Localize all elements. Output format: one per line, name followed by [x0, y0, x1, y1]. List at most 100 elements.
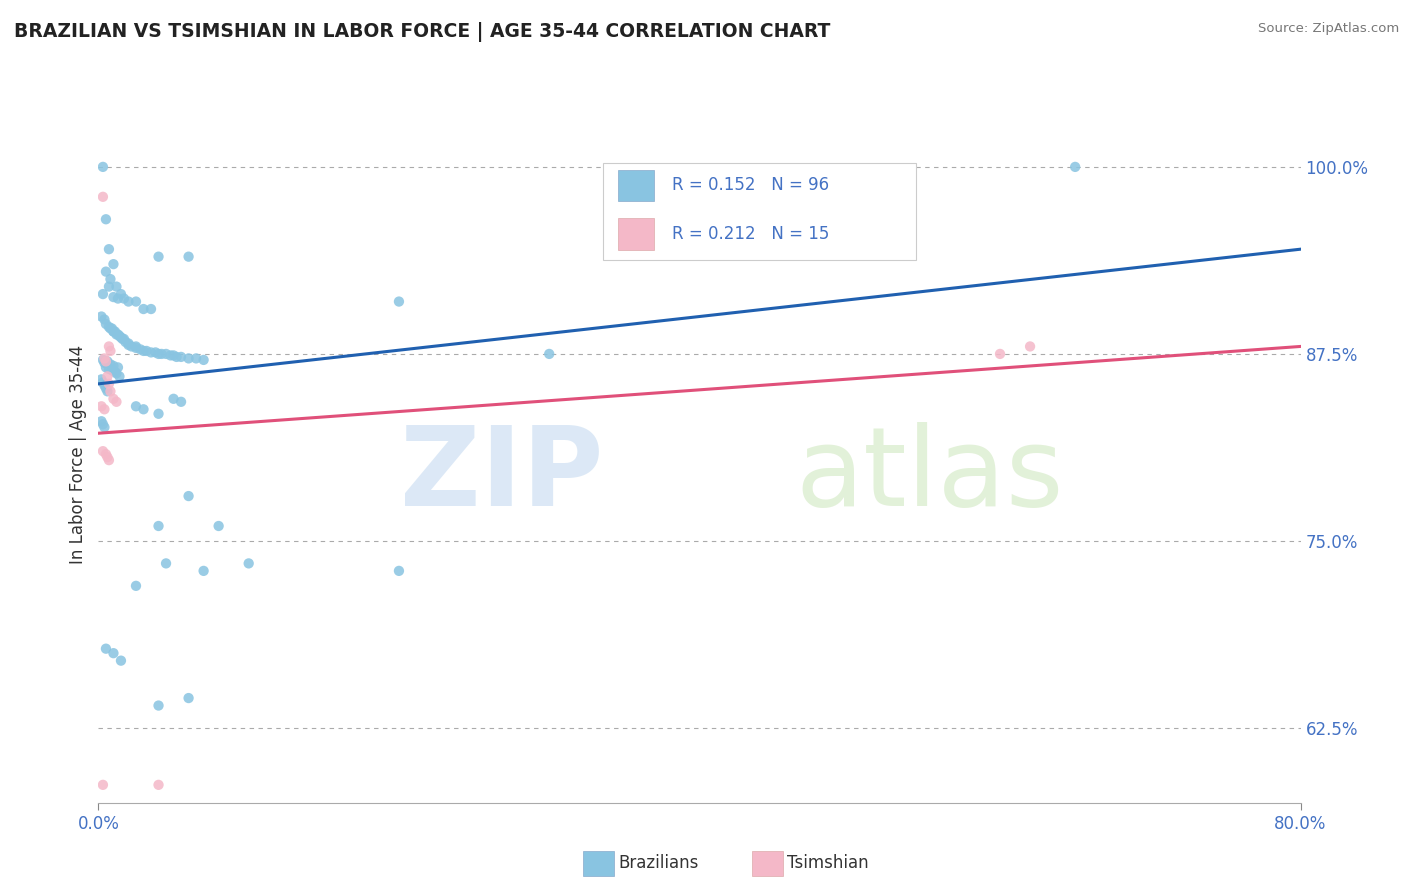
Point — [107, 360, 129, 375]
Point — [100, 358, 122, 372]
Point — [104, 325, 127, 339]
Point — [129, 343, 152, 357]
Point — [988, 347, 1011, 361]
Point — [101, 321, 124, 335]
Point — [93, 402, 115, 417]
Point — [148, 698, 170, 713]
Point — [100, 272, 122, 286]
Point — [145, 345, 167, 359]
Point — [94, 641, 117, 656]
Point — [103, 359, 125, 373]
Point — [170, 350, 193, 364]
Point — [125, 294, 148, 309]
Point — [90, 399, 112, 413]
Point — [166, 350, 188, 364]
Text: Source: ZipAtlas.com: Source: ZipAtlas.com — [1258, 22, 1399, 36]
Point — [155, 557, 177, 571]
Point — [96, 354, 118, 368]
Text: R = 0.152   N = 96: R = 0.152 N = 96 — [672, 177, 830, 194]
Point — [177, 489, 200, 503]
Point — [93, 351, 115, 366]
Point — [110, 330, 132, 344]
Point — [103, 392, 125, 406]
Point — [100, 321, 122, 335]
Point — [177, 691, 200, 706]
Point — [112, 292, 135, 306]
Point — [101, 363, 124, 377]
Point — [111, 332, 134, 346]
Point — [91, 160, 114, 174]
Point — [148, 250, 170, 264]
Point — [162, 348, 184, 362]
Point — [170, 394, 193, 409]
Point — [97, 453, 120, 467]
Bar — [617, 169, 654, 201]
Point — [148, 519, 170, 533]
Point — [91, 190, 114, 204]
Y-axis label: In Labor Force | Age 35-44: In Labor Force | Age 35-44 — [69, 345, 87, 565]
Point — [117, 336, 139, 351]
Point — [94, 265, 117, 279]
Text: BRAZILIAN VS TSIMSHIAN IN LABOR FORCE | AGE 35-44 CORRELATION CHART: BRAZILIAN VS TSIMSHIAN IN LABOR FORCE | … — [14, 22, 831, 42]
Point — [105, 327, 128, 342]
Point — [177, 250, 200, 264]
Point — [388, 564, 411, 578]
Point — [177, 351, 200, 366]
Point — [94, 317, 117, 331]
Point — [148, 407, 170, 421]
Point — [97, 279, 120, 293]
Point — [388, 294, 411, 309]
Point — [91, 417, 114, 432]
Point — [125, 341, 148, 355]
Point — [159, 348, 181, 362]
Point — [94, 212, 117, 227]
Point — [90, 372, 112, 386]
Point — [238, 557, 260, 571]
Point — [97, 242, 120, 256]
Point — [103, 325, 125, 339]
Point — [94, 447, 117, 461]
Point — [93, 378, 115, 392]
Point — [97, 339, 120, 353]
Point — [538, 347, 561, 361]
Text: Brazilians: Brazilians — [619, 855, 699, 872]
Point — [91, 287, 114, 301]
Point — [91, 778, 114, 792]
Point — [117, 338, 139, 352]
Point — [112, 332, 135, 346]
Point — [110, 287, 132, 301]
Point — [110, 654, 132, 668]
Point — [91, 376, 114, 390]
Point — [148, 347, 170, 361]
Point — [96, 384, 118, 399]
Point — [103, 290, 125, 304]
Point — [96, 369, 118, 384]
FancyBboxPatch shape — [603, 162, 915, 260]
Point — [100, 343, 122, 358]
Text: ZIP: ZIP — [399, 422, 603, 529]
Point — [94, 381, 117, 395]
Point — [193, 564, 215, 578]
Point — [184, 351, 207, 366]
Point — [93, 356, 115, 370]
Point — [150, 347, 173, 361]
Point — [104, 365, 127, 379]
Point — [139, 345, 162, 359]
Point — [91, 352, 114, 367]
Point — [97, 376, 120, 391]
Point — [139, 301, 162, 316]
Point — [97, 362, 120, 376]
Point — [208, 519, 231, 533]
Point — [108, 329, 131, 343]
Point — [103, 325, 125, 339]
Point — [107, 327, 129, 342]
Point — [105, 367, 128, 381]
Point — [162, 392, 184, 406]
Point — [94, 354, 117, 368]
Point — [132, 402, 155, 417]
Point — [90, 310, 112, 324]
Bar — [617, 219, 654, 250]
Point — [148, 778, 170, 792]
Point — [135, 343, 157, 358]
Point — [1019, 339, 1042, 353]
